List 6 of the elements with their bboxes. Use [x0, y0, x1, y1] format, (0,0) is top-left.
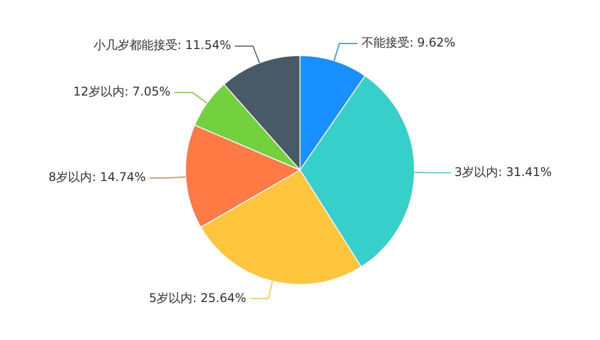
slice-label: 3岁以内: 31.41% — [454, 164, 552, 179]
slice-label: 5岁以内: 25.64% — [149, 290, 246, 305]
slice-label: 8岁以内: 14.74% — [48, 170, 146, 184]
slice-label: 12岁以内: 7.05% — [73, 84, 170, 99]
slice-label: 不能接受: 9.62% — [361, 36, 456, 50]
slice-label: 小几岁都能接受: 11.54% — [93, 38, 232, 52]
